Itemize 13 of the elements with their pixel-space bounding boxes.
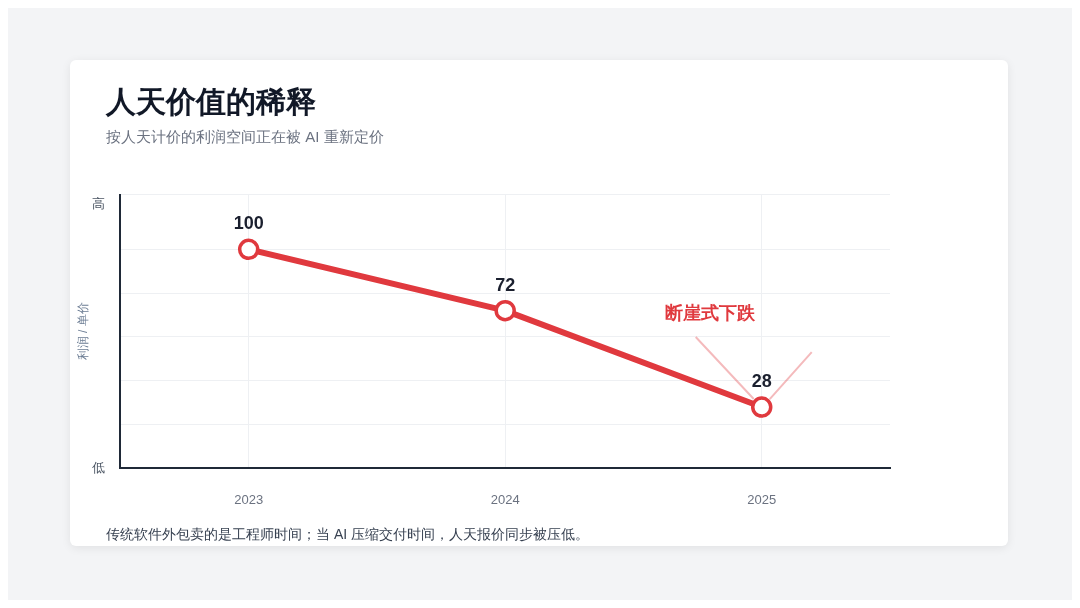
data-label: 28 <box>751 371 772 392</box>
x-tick-label: 2023 <box>234 491 264 507</box>
x-tick-label: 2025 <box>747 491 777 507</box>
chart-title: 人天价值的稀释 <box>106 84 316 120</box>
data-label: 100 <box>233 213 264 234</box>
annotation: 断崖式下跌 <box>664 303 756 324</box>
data-label: 72 <box>495 274 516 295</box>
text: 传统软件外包卖的是工程师时间；当 AI 压缩交付时间，人天报价同步被压低。 <box>106 526 590 544</box>
chart-subtitle: 按人天计价的利润空间正在被 AI 重新定价 <box>106 128 384 147</box>
y-axis-title: 利润 / 单价 <box>75 302 90 361</box>
text: 低 <box>91 459 105 475</box>
text: 高 <box>91 196 105 212</box>
x-tick-label: 2024 <box>490 491 520 507</box>
